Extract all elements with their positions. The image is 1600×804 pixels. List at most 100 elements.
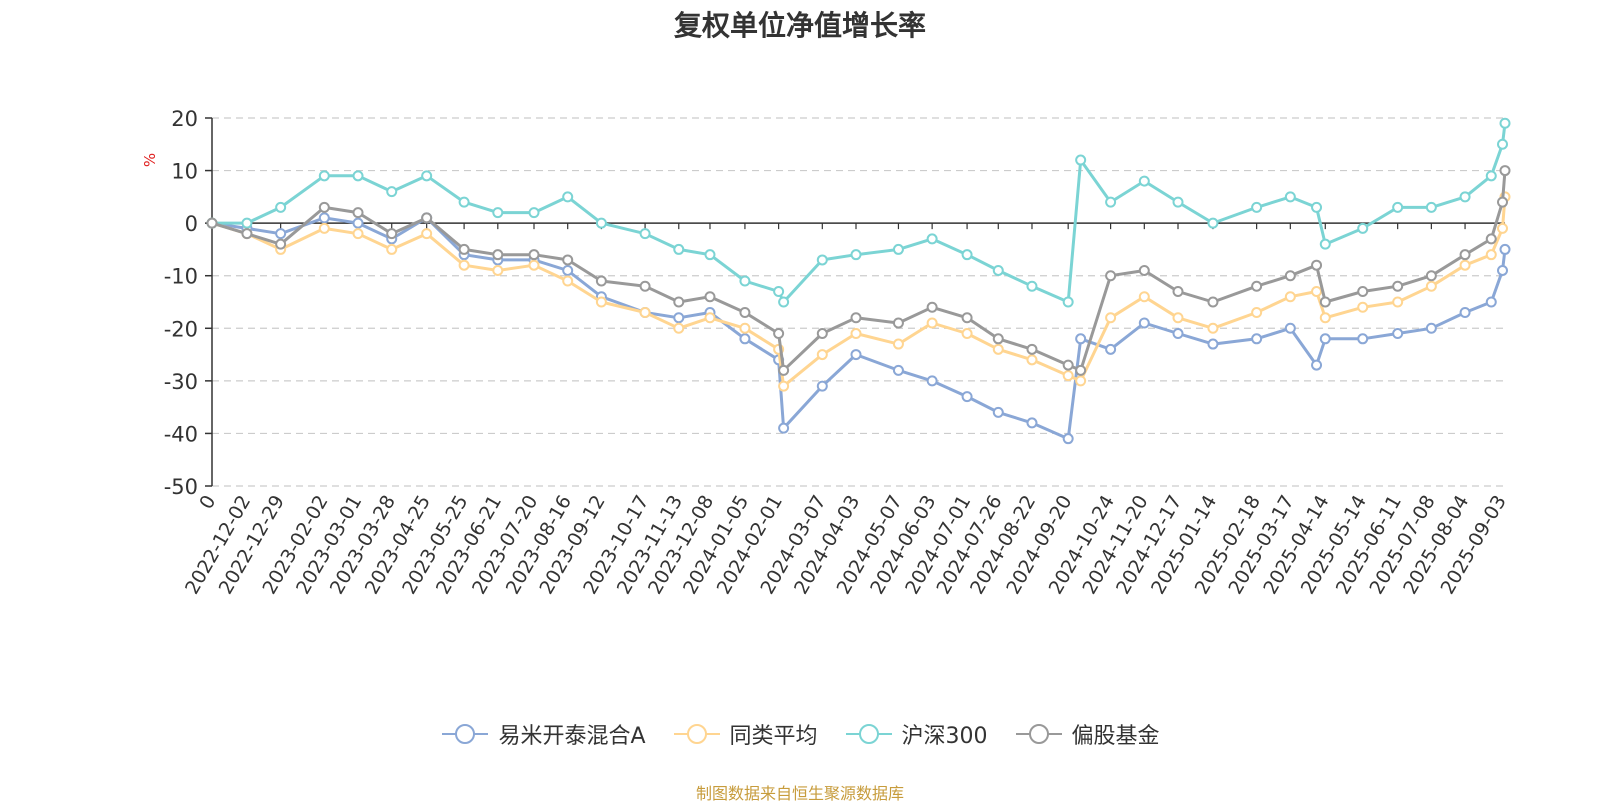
data-point	[704, 291, 716, 303]
data-point	[1392, 328, 1404, 340]
data-point	[673, 322, 685, 334]
data-point	[458, 259, 470, 271]
data-point	[673, 312, 685, 324]
data-point	[1357, 285, 1369, 297]
legend-item-2[interactable]: 沪深300	[844, 718, 988, 750]
data-point	[992, 406, 1004, 418]
data-point	[275, 228, 287, 240]
y-unit-label: %	[141, 153, 159, 167]
data-point	[1062, 296, 1074, 308]
line-chart: 20100-10-20-30-40-50%02022-12-022022-12-…	[141, 107, 1511, 598]
data-point	[739, 333, 751, 345]
data-point	[926, 375, 938, 387]
data-point	[1207, 296, 1219, 308]
data-point	[1357, 222, 1369, 234]
data-point	[1497, 264, 1509, 276]
data-point	[1485, 170, 1497, 182]
data-point	[1311, 285, 1323, 297]
data-point	[1357, 333, 1369, 345]
axes	[205, 117, 1505, 487]
data-point	[1172, 196, 1184, 208]
data-point	[1026, 417, 1038, 429]
data-point	[704, 312, 716, 324]
data-point	[1062, 370, 1074, 382]
data-point	[1105, 343, 1117, 355]
data-point	[1026, 280, 1038, 292]
data-point	[318, 170, 330, 182]
data-point	[1319, 296, 1331, 308]
data-point	[778, 296, 790, 308]
data-point	[386, 243, 398, 255]
data-point	[421, 228, 433, 240]
data-point	[562, 254, 574, 266]
data-point	[739, 275, 751, 287]
legend-swatch	[673, 724, 720, 744]
legend-item-1[interactable]: 同类平均	[672, 718, 818, 750]
data-point	[1075, 364, 1087, 376]
data-point	[778, 364, 790, 376]
data-point	[1105, 196, 1117, 208]
data-point	[1499, 243, 1511, 255]
series-lines	[206, 117, 1511, 445]
data-point	[892, 338, 904, 350]
data-point	[639, 280, 651, 292]
y-tick-label: 0	[185, 212, 198, 236]
data-point	[458, 196, 470, 208]
data-point	[1284, 291, 1296, 303]
legend-item-3[interactable]: 偏股基金	[1014, 718, 1160, 750]
data-point	[1425, 322, 1437, 334]
legend-label: 沪深300	[901, 724, 988, 749]
data-point	[1459, 249, 1471, 261]
y-tick-label: -30	[164, 370, 198, 394]
data-point	[1284, 322, 1296, 334]
data-point	[1485, 249, 1497, 261]
data-point	[1392, 201, 1404, 213]
data-point	[1485, 296, 1497, 308]
data-point	[1319, 333, 1331, 345]
data-point	[1425, 270, 1437, 282]
data-point	[528, 259, 540, 271]
series-line-2	[210, 121, 1507, 304]
y-tick-label: 10	[171, 160, 198, 184]
data-point	[850, 249, 862, 261]
data-point	[1075, 375, 1087, 387]
data-point	[1497, 196, 1509, 208]
data-point	[1392, 280, 1404, 292]
data-point	[1251, 280, 1263, 292]
y-tick-label: -50	[164, 475, 198, 499]
data-point	[850, 312, 862, 324]
data-point	[639, 307, 651, 319]
data-point	[992, 343, 1004, 355]
data-point	[1026, 354, 1038, 366]
data-point	[1207, 338, 1219, 350]
legend-label: 易米开泰混合A	[498, 724, 646, 749]
data-point	[562, 191, 574, 203]
data-point	[892, 364, 904, 376]
data-point	[1138, 264, 1150, 276]
data-point	[1284, 270, 1296, 282]
legend-item-0[interactable]: 易米开泰混合A	[440, 718, 646, 750]
data-point	[1075, 333, 1087, 345]
data-point	[961, 391, 973, 403]
data-point	[562, 275, 574, 287]
legend-marker	[455, 724, 476, 744]
data-point	[1172, 328, 1184, 340]
data-point	[1026, 343, 1038, 355]
data-point	[275, 201, 287, 213]
data-point	[1138, 317, 1150, 329]
data-point	[1207, 217, 1219, 229]
data-point	[1138, 175, 1150, 187]
data-point	[1311, 259, 1323, 271]
data-point	[639, 228, 651, 240]
data-point	[992, 333, 1004, 345]
data-point	[1251, 201, 1263, 213]
data-point	[961, 312, 973, 324]
data-point	[595, 217, 607, 229]
data-point	[1459, 191, 1471, 203]
data-point	[1172, 285, 1184, 297]
data-point	[1357, 301, 1369, 313]
series-line-3	[210, 169, 1507, 372]
data-point	[241, 228, 253, 240]
data-point	[1497, 138, 1509, 150]
data-point	[1172, 312, 1184, 324]
